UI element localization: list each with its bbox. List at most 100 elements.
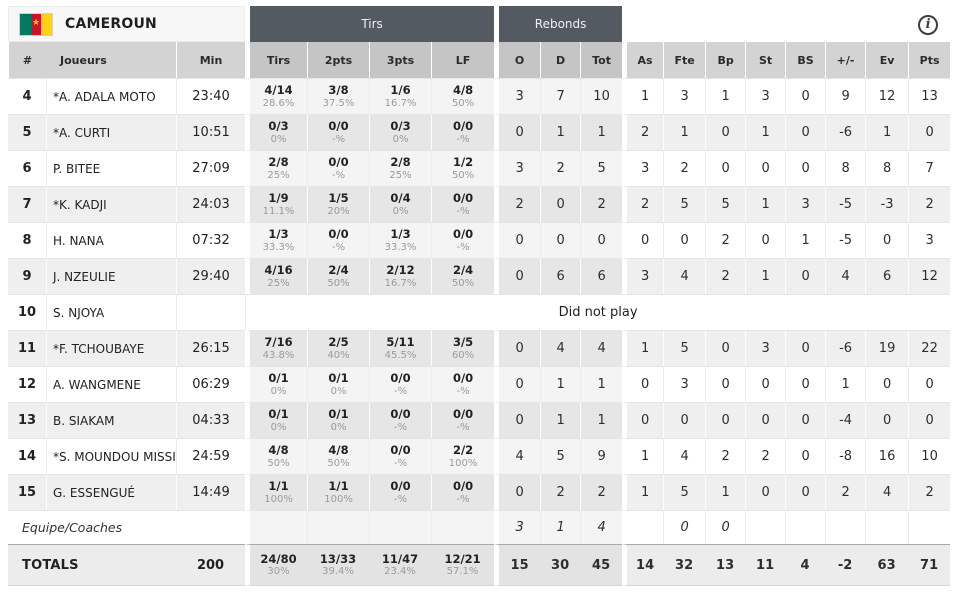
- stat-cell: 2: [494, 186, 541, 222]
- player-minutes: 29:40: [176, 258, 246, 294]
- shooting-cell: 2/4 50%: [307, 258, 370, 294]
- stat-cell: 0: [705, 330, 746, 366]
- stat-cell: 7: [540, 78, 581, 114]
- stat-cell: 2: [705, 438, 746, 474]
- stat-cell: 1: [825, 366, 866, 402]
- stat-cell: 5: [663, 186, 706, 222]
- col-plusminus: +/-: [825, 42, 866, 78]
- stat-cell: 1: [540, 402, 581, 438]
- stat-cell: 0: [663, 510, 706, 544]
- stat-cell: 1: [540, 114, 581, 150]
- col-assists: As: [622, 42, 664, 78]
- stat-cell: 1: [745, 114, 786, 150]
- shooting-cell: 4/16 25%: [245, 258, 308, 294]
- stat-cell: 2: [908, 474, 951, 510]
- table-row: 15 G. ESSENGUÉ 14:49 1/1 100% 1/1 100% 0/0 -% 0/0…: [8, 474, 951, 510]
- box-score-table: ★ CAMEROUN Tirs Rebonds i # Joueurs Min …: [8, 6, 951, 586]
- stat-cell: 45: [580, 544, 623, 586]
- stat-cell: 0: [705, 150, 746, 186]
- shooting-cell: 13/33 39.4%: [307, 544, 370, 586]
- table-row: 11 *F. TCHOUBAYE 26:15 7/16 43.8% 2/5 40% 5/11 4…: [8, 330, 951, 366]
- header-spacer: i: [622, 6, 951, 42]
- stat-cell: 1: [622, 438, 664, 474]
- stat-cell: 4: [580, 330, 623, 366]
- stat-cell: 1: [865, 114, 909, 150]
- stat-cell: 2: [705, 222, 746, 258]
- stat-cell: 1: [580, 366, 623, 402]
- player-name: *A. ADALA MOTO: [46, 78, 176, 114]
- shooting-cell: 1/1 100%: [245, 474, 308, 510]
- player-number: 8: [8, 222, 46, 258]
- stat-cell: [785, 510, 826, 544]
- shooting-cell: 0/0 -%: [307, 150, 370, 186]
- stat-cell: 16: [865, 438, 909, 474]
- stat-cell: 0: [785, 474, 826, 510]
- shooting-cell: 1/1 100%: [307, 474, 370, 510]
- shooting-cell: 0/1 0%: [307, 402, 370, 438]
- stat-cell: 3: [494, 150, 541, 186]
- player-minutes: 24:03: [176, 186, 246, 222]
- stat-cell: 0: [785, 438, 826, 474]
- stat-cell: 13: [705, 544, 746, 586]
- stat-cell: 0: [745, 474, 786, 510]
- stat-cell: 2: [622, 114, 664, 150]
- stat-cell: 4: [494, 438, 541, 474]
- shooting-cell: 4/8 50%: [245, 438, 308, 474]
- stat-cell: 0: [785, 114, 826, 150]
- player-number: 13: [8, 402, 46, 438]
- totals-row: TOTALS 200 24/80 30% 13/33 39.4% 11/47 23.4…: [8, 544, 951, 586]
- column-header-row: # Joueurs Min Tirs 2pts 3pts LF O D Tot …: [8, 42, 951, 78]
- player-minutes: [176, 294, 246, 330]
- stat-cell: 6: [580, 258, 623, 294]
- stat-cell: 0: [785, 78, 826, 114]
- player-name: *A. CURTI: [46, 114, 176, 150]
- stat-cell: [745, 510, 786, 544]
- stat-cell: 19: [865, 330, 909, 366]
- stat-cell: 1: [622, 330, 664, 366]
- group-header-rebonds: Rebonds: [494, 6, 623, 42]
- stat-cell: 11: [745, 544, 786, 586]
- player-number: 9: [8, 258, 46, 294]
- player-name: P. BITEE: [46, 150, 176, 186]
- stat-cell: 0: [494, 114, 541, 150]
- stat-cell: 0: [865, 222, 909, 258]
- stat-cell: 0: [580, 222, 623, 258]
- shooting-cell: 0/4 0%: [369, 186, 432, 222]
- stat-cell: 0: [785, 150, 826, 186]
- stat-cell: 4: [580, 510, 623, 544]
- stat-cell: 1: [705, 78, 746, 114]
- stat-cell: 4: [663, 438, 706, 474]
- stat-cell: 3: [785, 186, 826, 222]
- player-number: 5: [8, 114, 46, 150]
- stat-cell: 1: [540, 510, 581, 544]
- table-row: 13 B. SIAKAM 04:33 0/1 0% 0/1 0% 0/0 -% 0/0 -% 0 1 1 0…: [8, 402, 951, 438]
- stat-cell: 13: [908, 78, 951, 114]
- table-row: 9 J. NZEULIE 29:40 4/16 25% 2/4 50% 2/12 16.7% 2/…: [8, 258, 951, 294]
- shooting-cell: 2/12 16.7%: [369, 258, 432, 294]
- shooting-cell: [245, 510, 308, 544]
- player-number: 4: [8, 78, 46, 114]
- stat-cell: [865, 510, 909, 544]
- stat-cell: 3: [622, 150, 664, 186]
- player-name: S. NJOYA: [46, 294, 176, 330]
- stat-cell: 2: [540, 474, 581, 510]
- stat-cell: 8: [865, 150, 909, 186]
- shooting-cell: 0/0 -%: [369, 474, 432, 510]
- info-icon[interactable]: i: [918, 14, 939, 35]
- stat-cell: 3: [745, 78, 786, 114]
- table-row: 7 *K. KADJI 24:03 1/9 11.1% 1/5 20% 0/4 0% 0/0 -% 2…: [8, 186, 951, 222]
- stat-cell: 0: [745, 222, 786, 258]
- stat-cell: 3: [494, 78, 541, 114]
- stat-cell: 22: [908, 330, 951, 366]
- stat-cell: 0: [705, 402, 746, 438]
- stat-cell: 0: [785, 366, 826, 402]
- shooting-cell: 4/14 28.6%: [245, 78, 308, 114]
- totals-min: 200: [176, 544, 246, 586]
- stat-cell: 0: [785, 330, 826, 366]
- flag-star-icon: ★: [31, 18, 41, 29]
- stat-cell: 12: [865, 78, 909, 114]
- stat-cell: 5: [663, 474, 706, 510]
- stat-cell: 5: [705, 186, 746, 222]
- shooting-cell: 4/8 50%: [307, 438, 370, 474]
- stat-cell: 15: [494, 544, 541, 586]
